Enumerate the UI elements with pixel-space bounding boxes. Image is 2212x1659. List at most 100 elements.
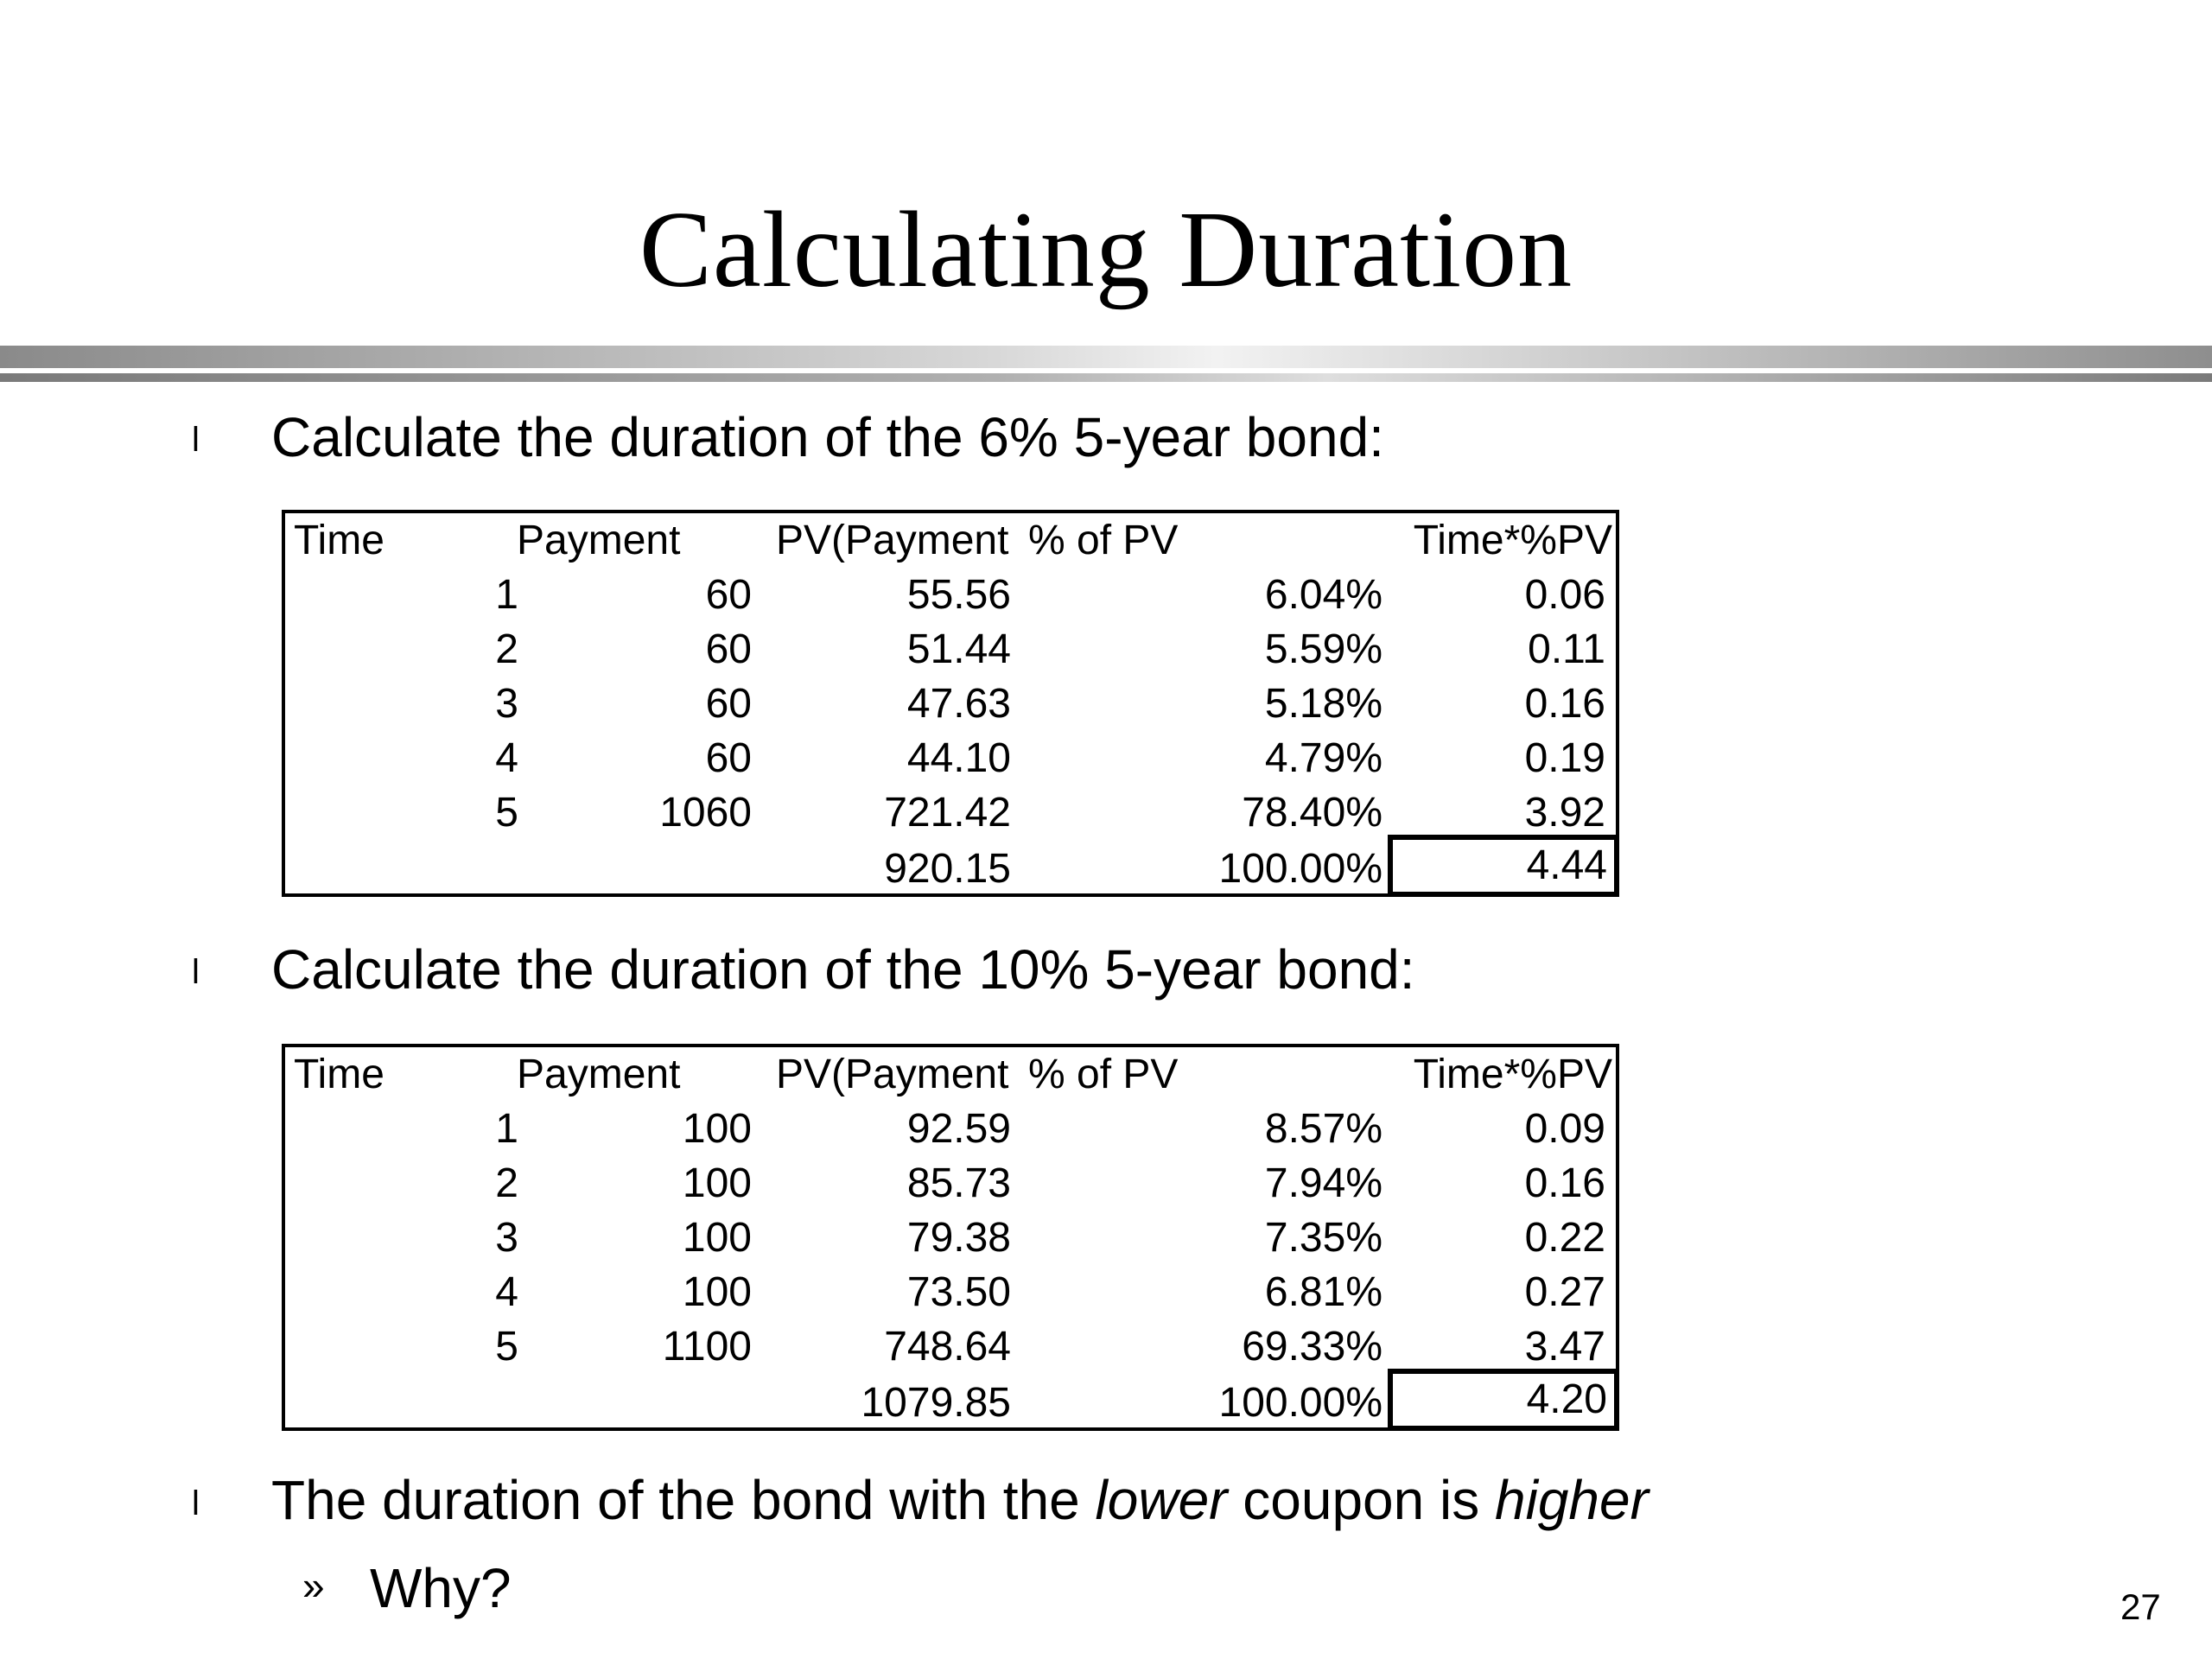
cell-weighted: 0.06 xyxy=(1524,572,1605,618)
cell-weighted: 3.92 xyxy=(1524,790,1605,836)
bullet-marker: l xyxy=(192,1484,200,1522)
bullet-text-bond-6: Calculate the duration of the 6% 5-year … xyxy=(271,406,1384,468)
cell-time: 4 xyxy=(495,735,518,781)
cell-time: 5 xyxy=(495,1324,518,1370)
duration-value: 4.44 xyxy=(1526,842,1607,888)
table-total-row: 920.15 100.00% xyxy=(285,842,1616,896)
cell-pv: 55.56 xyxy=(906,572,1011,618)
header-time: Time xyxy=(294,1052,385,1097)
table-row: 3 60 47.63 5.18% 0.16 xyxy=(285,677,1616,731)
total-percent: 100.00% xyxy=(1218,1380,1383,1426)
table-row: 2 100 85.73 7.94% 0.16 xyxy=(285,1156,1616,1211)
cell-percent: 8.57% xyxy=(1264,1106,1382,1152)
cell-weighted: 0.16 xyxy=(1524,681,1605,727)
cell-weighted: 0.11 xyxy=(1528,626,1605,672)
emphasis-higher: higher xyxy=(1495,1469,1649,1531)
cell-percent: 4.79% xyxy=(1264,735,1382,781)
table-total-row: 1079.85 100.00% xyxy=(285,1376,1616,1430)
bullet-text-bond-10: Calculate the duration of the 10% 5-year… xyxy=(271,938,1415,1001)
cell-payment: 1100 xyxy=(662,1324,752,1370)
emphasis-lower: lower xyxy=(1095,1469,1228,1531)
sub-bullet-marker: » xyxy=(302,1563,325,1608)
cell-pv: 73.50 xyxy=(906,1269,1011,1315)
cell-time: 1 xyxy=(495,1106,518,1152)
cell-time: 2 xyxy=(495,626,518,672)
table-header-row: Time Payment PV(Payment % of PV Time*%PV xyxy=(285,1047,1616,1102)
table-row: 4 60 44.10 4.79% 0.19 xyxy=(285,731,1616,785)
duration-table-6pct: Time Payment PV(Payment % of PV Time*%PV… xyxy=(282,510,1619,897)
table-row: 1 100 92.59 8.57% 0.09 xyxy=(285,1102,1616,1156)
cell-percent: 6.04% xyxy=(1264,572,1382,618)
total-pv: 920.15 xyxy=(884,846,1011,892)
cell-time: 3 xyxy=(495,1215,518,1261)
cell-percent: 7.94% xyxy=(1264,1160,1382,1206)
cell-time: 5 xyxy=(495,790,518,836)
cell-percent: 5.59% xyxy=(1264,626,1382,672)
cell-pv: 51.44 xyxy=(906,626,1011,672)
cell-pv: 92.59 xyxy=(906,1106,1011,1152)
header-pv-payment: PV(Payment xyxy=(776,518,1009,563)
cell-weighted: 0.09 xyxy=(1524,1106,1605,1152)
duration-table-10pct: Time Payment PV(Payment % of PV Time*%PV… xyxy=(282,1044,1619,1431)
cell-percent: 7.35% xyxy=(1264,1215,1382,1261)
title-divider xyxy=(0,346,2212,368)
duration-result-box: 4.44 xyxy=(1388,835,1619,897)
header-time-percent-pv: Time*%PV xyxy=(1413,1052,1612,1097)
slide-title: Calculating Duration xyxy=(639,190,1573,310)
cell-time: 3 xyxy=(495,681,518,727)
header-payment: Payment xyxy=(517,1052,681,1097)
cell-pv: 85.73 xyxy=(906,1160,1011,1206)
cell-payment: 100 xyxy=(682,1106,752,1152)
cell-payment: 100 xyxy=(682,1160,752,1206)
page-number: 27 xyxy=(2120,1586,2161,1627)
table-row: 1 60 55.56 6.04% 0.06 xyxy=(285,568,1616,622)
table-row: 5 1060 721.42 78.40% 3.92 xyxy=(285,785,1616,840)
cell-time: 4 xyxy=(495,1269,518,1315)
cell-pv: 721.42 xyxy=(884,790,1011,836)
cell-weighted: 0.27 xyxy=(1524,1269,1605,1315)
duration-result-box: 4.20 xyxy=(1388,1369,1619,1431)
table-row: 4 100 73.50 6.81% 0.27 xyxy=(285,1265,1616,1319)
header-time-percent-pv: Time*%PV xyxy=(1413,518,1612,563)
total-pv: 1079.85 xyxy=(861,1380,1011,1426)
cell-percent: 5.18% xyxy=(1264,681,1382,727)
cell-time: 2 xyxy=(495,1160,518,1206)
cell-payment: 1060 xyxy=(659,790,752,836)
cell-pv: 47.63 xyxy=(906,681,1011,727)
cell-percent: 69.33% xyxy=(1242,1324,1382,1370)
cell-weighted: 0.16 xyxy=(1524,1160,1605,1206)
table-header-row: Time Payment PV(Payment % of PV Time*%PV xyxy=(285,513,1616,568)
cell-payment: 60 xyxy=(705,681,752,727)
cell-payment: 60 xyxy=(705,735,752,781)
header-percent-of-pv: % of PV xyxy=(1028,518,1179,563)
conclusion-text-part: The duration of the bond with the xyxy=(271,1469,1096,1531)
sub-bullet-why: Why? xyxy=(370,1557,512,1619)
cell-payment: 100 xyxy=(682,1269,752,1315)
bullet-text-conclusion: The duration of the bond with the lower … xyxy=(271,1467,1649,1533)
header-time: Time xyxy=(294,518,385,563)
cell-payment: 100 xyxy=(682,1215,752,1261)
bullet-marker: l xyxy=(192,421,200,459)
bullet-marker: l xyxy=(192,953,200,991)
cell-weighted: 0.22 xyxy=(1524,1215,1605,1261)
title-divider-thin xyxy=(0,373,2212,382)
cell-percent: 78.40% xyxy=(1242,790,1382,836)
cell-weighted: 3.47 xyxy=(1524,1324,1605,1370)
cell-payment: 60 xyxy=(705,572,752,618)
cell-pv: 79.38 xyxy=(906,1215,1011,1261)
header-payment: Payment xyxy=(517,518,681,563)
conclusion-text-part: coupon is xyxy=(1227,1469,1495,1531)
header-pv-payment: PV(Payment xyxy=(776,1052,1009,1097)
cell-payment: 60 xyxy=(705,626,752,672)
duration-value: 4.20 xyxy=(1526,1376,1607,1422)
cell-time: 1 xyxy=(495,572,518,618)
total-percent: 100.00% xyxy=(1218,846,1383,892)
cell-percent: 6.81% xyxy=(1264,1269,1382,1315)
table-row: 3 100 79.38 7.35% 0.22 xyxy=(285,1211,1616,1265)
cell-pv: 748.64 xyxy=(884,1324,1011,1370)
table-row: 5 1100 748.64 69.33% 3.47 xyxy=(285,1319,1616,1374)
header-percent-of-pv: % of PV xyxy=(1028,1052,1179,1097)
table-row: 2 60 51.44 5.59% 0.11 xyxy=(285,622,1616,677)
cell-pv: 44.10 xyxy=(906,735,1011,781)
cell-weighted: 0.19 xyxy=(1524,735,1605,781)
